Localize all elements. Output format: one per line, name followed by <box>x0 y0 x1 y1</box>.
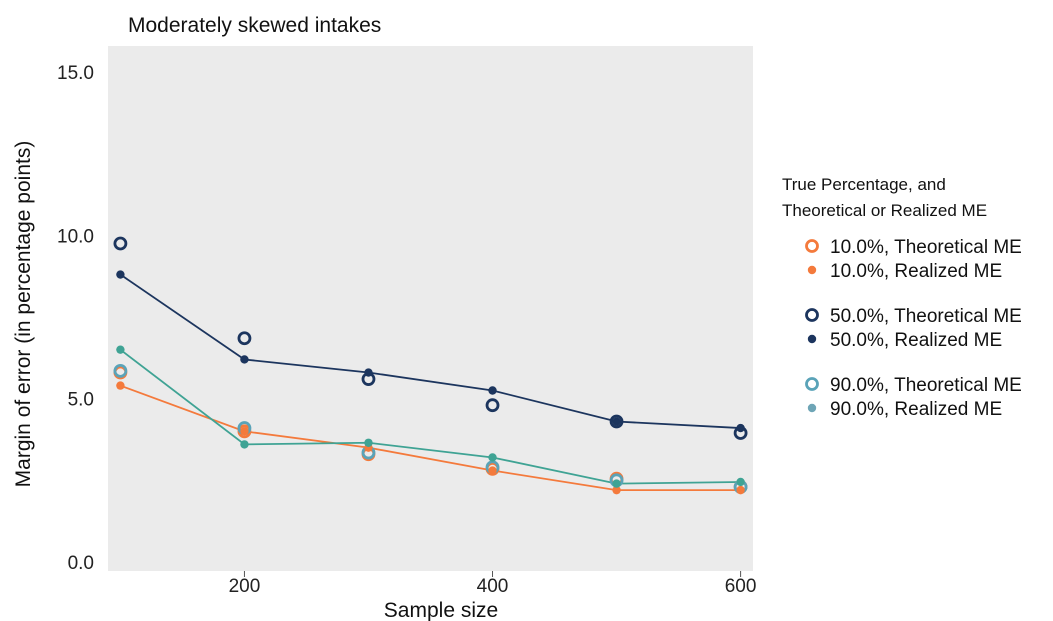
series-line-3 <box>119 273 741 429</box>
y-tick-label: 15.0 <box>57 63 94 84</box>
x-tick-label: 200 <box>229 576 261 597</box>
legend-marker-realized <box>807 334 817 344</box>
legend-label: 50.0%, Realized ME <box>830 330 1002 351</box>
theoretical-point <box>485 398 500 413</box>
realized-point <box>736 423 745 433</box>
realized-point <box>116 270 125 279</box>
legend-marker-theoretical <box>805 308 819 322</box>
legend-label: 50.0%, Theoretical ME <box>830 306 1022 327</box>
realized-point <box>488 386 497 395</box>
y-axis-title: Margin of error (in percentage points) <box>12 141 35 488</box>
legend-marker-realized <box>807 265 817 275</box>
y-tick-label: 0.0 <box>68 553 94 574</box>
x-axis: 200 400 600 <box>229 571 757 597</box>
legend-title-line-2: Theoretical or Realized ME <box>782 201 987 220</box>
series-lines <box>119 273 741 492</box>
realized-point <box>488 466 497 475</box>
legend-label: 10.0%, Realized ME <box>830 261 1002 282</box>
legend: True Percentage, and Theoretical or Real… <box>782 175 1022 420</box>
realized-point <box>736 477 745 487</box>
realized-point <box>488 453 497 462</box>
realized-point <box>364 438 373 447</box>
realized-point <box>116 381 125 390</box>
series-line-1 <box>120 384 741 492</box>
legend-label: 90.0%, Theoretical ME <box>830 375 1022 396</box>
theoretical-point <box>609 414 624 429</box>
realized-point <box>612 485 621 495</box>
realized-point <box>736 485 745 495</box>
realized-point <box>240 440 249 449</box>
realized-point <box>240 355 249 364</box>
legend-title-line-1: True Percentage, and <box>782 175 946 194</box>
series-points <box>113 236 748 495</box>
legend-label: 10.0%, Theoretical ME <box>830 237 1022 258</box>
series-line-5 <box>119 348 741 485</box>
realized-point <box>116 345 125 354</box>
theoretical-point <box>237 331 252 346</box>
theoretical-point <box>113 363 128 378</box>
x-tick-label: 400 <box>477 576 509 597</box>
x-axis-title: Sample size <box>384 599 498 621</box>
realized-point <box>364 368 373 377</box>
legend-marker-theoretical <box>805 377 819 391</box>
legend-label: 90.0%, Realized ME <box>830 399 1002 420</box>
legend-marker-realized <box>807 403 817 413</box>
realized-point <box>612 479 621 488</box>
y-tick-label: 5.0 <box>68 390 94 411</box>
x-tick-label: 600 <box>725 576 757 597</box>
chart-title: Moderately skewed intakes <box>128 14 381 37</box>
realized-point <box>612 417 621 426</box>
theoretical-point <box>113 236 128 251</box>
plot-background <box>108 46 753 571</box>
y-tick-label: 10.0 <box>57 226 94 247</box>
y-axis: 0.0 5.0 10.0 15.0 <box>57 63 94 574</box>
legend-marker-theoretical <box>805 239 819 253</box>
realized-point <box>240 427 249 436</box>
